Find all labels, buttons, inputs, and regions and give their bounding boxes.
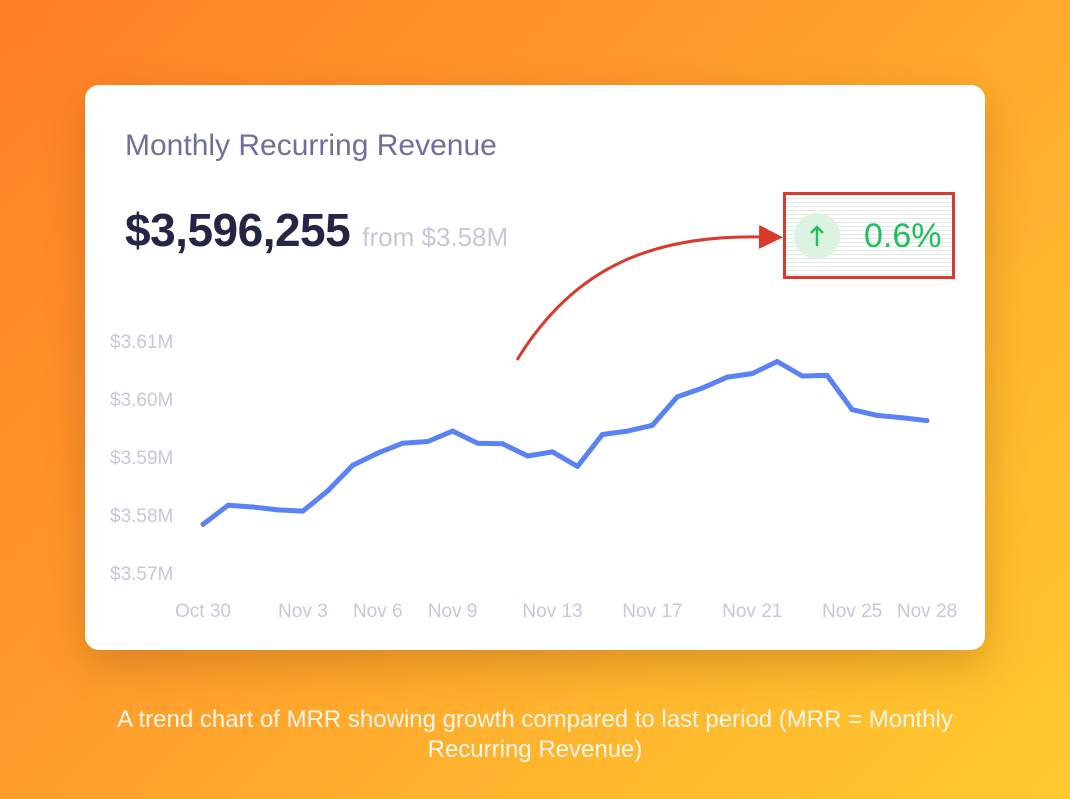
change-percent: 0.6% xyxy=(864,217,942,255)
data-point xyxy=(649,422,655,428)
data-point xyxy=(525,453,531,459)
data-point xyxy=(275,507,281,513)
x-tick-label: Nov 9 xyxy=(428,601,478,622)
headline: $3,596,255 from $3.58M xyxy=(125,203,508,257)
data-point xyxy=(674,394,680,400)
x-tick-label: Nov 28 xyxy=(897,601,957,622)
data-point xyxy=(575,463,580,469)
y-tick-label: $3.58M xyxy=(110,506,173,527)
series-group xyxy=(200,359,930,527)
data-point xyxy=(599,432,605,437)
y-tick-label: $3.59M xyxy=(110,448,173,469)
y-axis: $3.61M $3.60M $3.59M $3.58M $3.57M xyxy=(110,332,173,585)
card-title: Monthly Recurring Revenue xyxy=(125,129,497,162)
y-tick-label: $3.61M xyxy=(110,332,173,353)
data-point xyxy=(724,374,730,380)
x-tick-label: Nov 13 xyxy=(522,601,582,622)
mrr-value: $3,596,255 xyxy=(125,204,351,256)
x-tick-label: Oct 30 xyxy=(175,601,231,622)
data-point xyxy=(924,418,930,424)
data-point xyxy=(300,508,306,514)
data-point xyxy=(624,428,630,434)
data-point xyxy=(849,407,855,413)
data-point xyxy=(899,415,905,421)
data-point xyxy=(774,359,780,364)
annotation-arrow xyxy=(515,224,783,361)
data-point xyxy=(699,385,705,391)
x-tick-label: Nov 25 xyxy=(822,601,882,622)
mrr-series-line xyxy=(200,359,930,527)
data-point xyxy=(475,440,481,446)
data-point xyxy=(824,372,830,378)
mrr-card: Monthly Recurring Revenue $3,596,255 from… xyxy=(85,85,985,650)
x-tick-label: Nov 3 xyxy=(278,601,328,622)
y-tick-label: $3.57M xyxy=(110,564,173,585)
data-point xyxy=(225,502,231,508)
x-tick-label: Nov 21 xyxy=(722,601,782,622)
change-badge: 0.6% xyxy=(783,192,955,279)
x-axis: Oct 30 Nov 3 Nov 6 Nov 9 Nov 13 Nov 17 Nov 21 N… xyxy=(175,601,957,622)
y-tick-label: $3.60M xyxy=(110,390,173,411)
data-point xyxy=(350,462,356,468)
data-point xyxy=(450,428,456,434)
data-point xyxy=(550,449,555,455)
caption: A trend chart of MRR showing growth comp… xyxy=(117,706,953,763)
data-point xyxy=(250,504,256,510)
data-point xyxy=(500,441,506,447)
mrr-line-chart: $3.61M $3.60M $3.59M $3.58M $3.57M Oct 30 Nov… xyxy=(110,224,957,622)
data-point xyxy=(425,439,431,444)
data-point xyxy=(799,373,805,379)
x-tick-label: Nov 6 xyxy=(353,601,403,622)
data-point xyxy=(749,371,755,377)
previous-value: from $3.58M xyxy=(362,222,509,252)
x-tick-label: Nov 17 xyxy=(622,601,682,622)
data-point xyxy=(325,488,331,494)
data-point xyxy=(375,450,381,456)
arrow-up-icon xyxy=(794,213,840,259)
data-point xyxy=(200,521,206,527)
data-point xyxy=(400,440,406,446)
data-point xyxy=(874,412,880,418)
